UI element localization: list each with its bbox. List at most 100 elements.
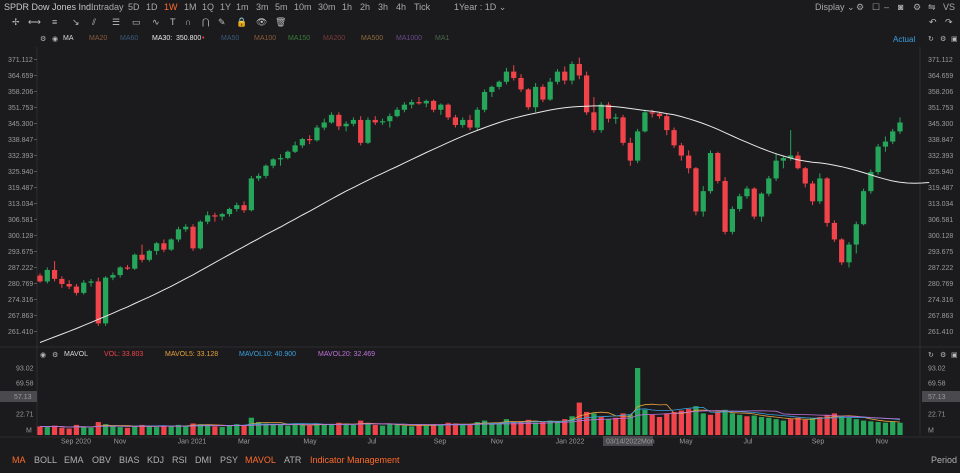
period-3min[interactable]: 3m [256,2,269,12]
indicator-tab-atr[interactable]: ATR [284,455,302,465]
volume-bar [474,422,480,435]
ma20-label[interactable]: MA20 [89,35,108,42]
volume-bar [467,424,473,435]
shape-icon[interactable]: ▭ [132,17,141,27]
volume-bar [460,424,466,435]
redo-icon[interactable]: ↷ [945,17,953,27]
vs-label[interactable]: VS [943,2,956,12]
indicator-tab-mavol[interactable]: MAVOL [245,455,276,465]
crosshair-icon[interactable]: ✢ [12,17,20,27]
ma500-label[interactable]: MA500 [361,35,384,42]
period-4h[interactable]: 4h [396,2,407,12]
ma60-label[interactable]: MA60 [120,35,139,42]
indicator-tab-rsi[interactable]: RSI [172,455,188,465]
text-tool-icon[interactable]: T [170,17,176,27]
period-1w[interactable]: 1W [164,2,178,12]
refresh-icon[interactable]: ↻ [928,36,934,43]
candle-body [525,89,531,108]
period-5d[interactable]: 5D [128,2,140,12]
candle-body [511,71,517,78]
ma1000-label[interactable]: MA1000 [396,35,423,42]
period-intraday[interactable]: Intraday [91,2,124,12]
period-1h[interactable]: 1h [342,2,353,12]
drawing-toolbar: ✢ ⟷ ≡ ↘ ⫽ ☰ ▭ ∿ T ∩ ⋂ ✎ 🔒 👁 🗑 ↶ ↷ [0,15,960,31]
period-3h[interactable]: 3h [378,2,389,12]
channel-icon[interactable]: ⫽ [92,17,97,27]
volume-bar [693,406,699,435]
ma200-label[interactable]: MA200 [323,35,346,42]
mavol20-value: MAVOL20: 32.469 [318,351,376,358]
period-1y[interactable]: 1Y [220,2,232,12]
line-tool-icon[interactable]: ⟷ [28,17,41,27]
period-1q[interactable]: 1Q [202,2,215,12]
display-menu[interactable]: Display ⌄ [815,2,855,13]
period-1d[interactable]: 1D [146,2,158,12]
period-label[interactable]: Period [931,455,958,465]
gear-icon[interactable]: ⚙ [913,2,922,12]
compare-icon[interactable]: ⇋ [928,2,936,12]
indicator-tab-boll[interactable]: BOLL [34,455,58,465]
indicator-tab-psy[interactable]: PSY [220,455,239,465]
volume-bar [853,419,859,435]
indicator-management-link[interactable]: Indicator Management [310,455,400,465]
period-5min[interactable]: 5m [275,2,288,12]
period-30min[interactable]: 30m [318,2,336,12]
ma30-label[interactable]: MA30: [152,35,173,42]
volume-bar [88,427,94,435]
indicator-tab-ema[interactable]: EMA [64,455,84,465]
vol-refresh-icon[interactable]: ↻ [928,352,934,359]
indicator-tab-bias[interactable]: BIAS [119,455,140,465]
volume-tick-right: M [928,428,934,435]
x-axis-label: May [679,439,693,446]
fib-icon[interactable]: ☰ [112,17,121,27]
window-minimize-icon[interactable]: – [884,2,890,12]
indicator-tab-kdj[interactable]: KDJ [147,455,165,465]
window-square-icon[interactable]: ☐ [872,2,881,12]
indicator-tab-obv[interactable]: OBV [92,455,112,465]
indicator-tab-ma[interactable]: MA [12,455,26,465]
settings-icon[interactable]: ⚙ [856,2,865,12]
lock-icon[interactable]: 🔒 [236,17,248,27]
x-axis-label: Nov [114,439,127,446]
multi-line-icon[interactable]: ≡ [52,17,58,27]
pencil-icon[interactable]: ✎ [218,17,226,27]
vol-panel-close-icon[interactable]: ▣ [951,352,958,359]
arc-icon[interactable]: ∩ [185,17,192,27]
ma-settings-icon[interactable]: ⚙ [40,36,47,43]
ma50-label[interactable]: MA50 [221,35,240,42]
range-select[interactable]: 1Year : 1D ⌄ [454,2,506,13]
eye-icon[interactable]: 👁 [256,17,268,27]
camera-icon[interactable]: ◙ [898,2,904,12]
volume-bar [219,427,225,435]
panel-settings-icon[interactable]: ⚙ [940,36,947,43]
period-tick[interactable]: Tick [414,2,431,12]
vol-panel-settings-icon[interactable]: ⚙ [940,352,947,359]
period-1min[interactable]: 1m [236,2,249,12]
ma150-label[interactable]: MA150 [288,35,311,42]
magnet-icon[interactable]: ⋂ [202,17,210,27]
price-tick-left: 313.034 [8,201,33,208]
volume-bar [788,419,794,435]
ma1-label[interactable]: MA1 [435,35,450,42]
indicator-tab-dmi[interactable]: DMI [195,455,212,465]
ray-icon[interactable]: ↘ [72,17,80,27]
panel-close-icon[interactable]: ▣ [951,36,958,43]
ma100-label[interactable]: MA100 [254,35,277,42]
x-axis-label: Mar [238,439,251,446]
vol-settings-icon[interactable]: ⚙ [52,352,59,359]
period-1m-month[interactable]: 1M [184,2,197,12]
x-axis-label: Sep 2020 [61,439,91,446]
symbol-title[interactable]: SPDR Dow Jones Ind... [4,2,99,12]
period-10min[interactable]: 10m [294,2,312,12]
ma-eye-icon[interactable]: ◉ [52,36,59,43]
wave-icon[interactable]: ∿ [152,17,160,27]
vol-eye-icon[interactable]: ◉ [40,352,47,359]
volume-bar [707,414,714,435]
undo-icon[interactable]: ↶ [929,17,937,27]
volume-bar [518,421,524,435]
trash-icon[interactable]: 🗑 [275,17,287,27]
volume-bar [299,424,305,435]
period-2h[interactable]: 2h [360,2,371,12]
actual-label[interactable]: Actual [893,35,916,44]
